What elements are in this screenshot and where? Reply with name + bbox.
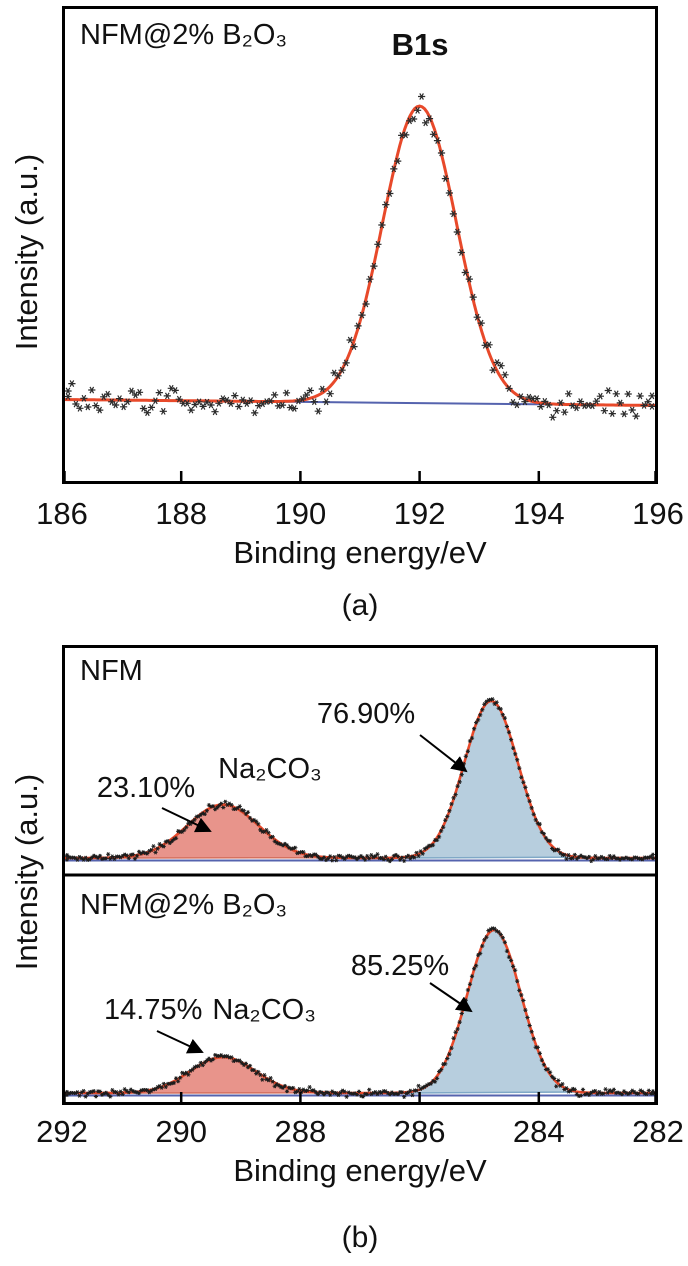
scatter-points [64, 93, 656, 421]
x-tick-label: 288 [274, 1114, 327, 1149]
panel-b-xlabel: Binding energy/eV [233, 1153, 487, 1188]
plot-border [62, 6, 658, 484]
panel-a-xlabel: Binding energy/eV [233, 535, 487, 570]
annotation-arrow [161, 807, 212, 833]
x-tick-label: 282 [632, 1114, 684, 1149]
panel-b-bottom-red-label: 14.75% Na₂CO₃ [104, 994, 316, 1027]
panel-a-ylabel: Intensity (a.u.) [9, 153, 44, 351]
panel-b-plot [62, 645, 658, 1105]
x-tick-label: 188 [155, 496, 208, 531]
caption-b: (b) [341, 1221, 379, 1254]
x-tick-label: 196 [632, 496, 684, 531]
peak-fill [107, 803, 338, 859]
panel-a-peak-label: B1s [391, 26, 449, 62]
fit-curve [62, 104, 658, 407]
panel-b-bottom-red-percent: 14.75% [104, 994, 203, 1027]
annotation-arrow [429, 982, 473, 1013]
panel-b-bottom-sample-label: NFM@2% B₂O₃ [80, 889, 288, 921]
x-tick-label: 290 [155, 1114, 208, 1149]
x-tick-label: 192 [393, 496, 446, 531]
panel-a-sample-label: NFM@2% B₂O₃ [80, 19, 288, 51]
peak-fill [117, 1056, 328, 1094]
panel-b-top-blue-percent: 76.90% [316, 698, 416, 731]
x-tick-label: 194 [512, 496, 565, 531]
x-tick-label: 286 [393, 1114, 446, 1149]
peak-fill [404, 700, 578, 859]
x-tick-label: 284 [512, 1114, 565, 1149]
panel-b-ylabel: Intensity (a.u.) [9, 773, 44, 971]
x-tick-label: 292 [36, 1114, 88, 1149]
x-tick-label: 190 [274, 496, 327, 531]
panel-b-top-species-label: Na₂CO₃ [218, 753, 322, 786]
caption-a: (a) [341, 589, 379, 622]
annotation-arrow [156, 1030, 204, 1054]
panel-b-bottom-blue-percent: 85.25% [350, 950, 450, 983]
plot-border [62, 645, 658, 1105]
annotation-arrow [419, 734, 468, 773]
panel-b-top-sample-label: NFM [80, 655, 143, 687]
panel-b-bottom-species-label: Na₂CO₃ [212, 994, 316, 1027]
x-tick-label: 186 [36, 496, 88, 531]
scatter-points [64, 926, 656, 1099]
panel-b-top-red-percent: 23.10% [96, 772, 196, 805]
panel-a-plot [62, 6, 658, 484]
